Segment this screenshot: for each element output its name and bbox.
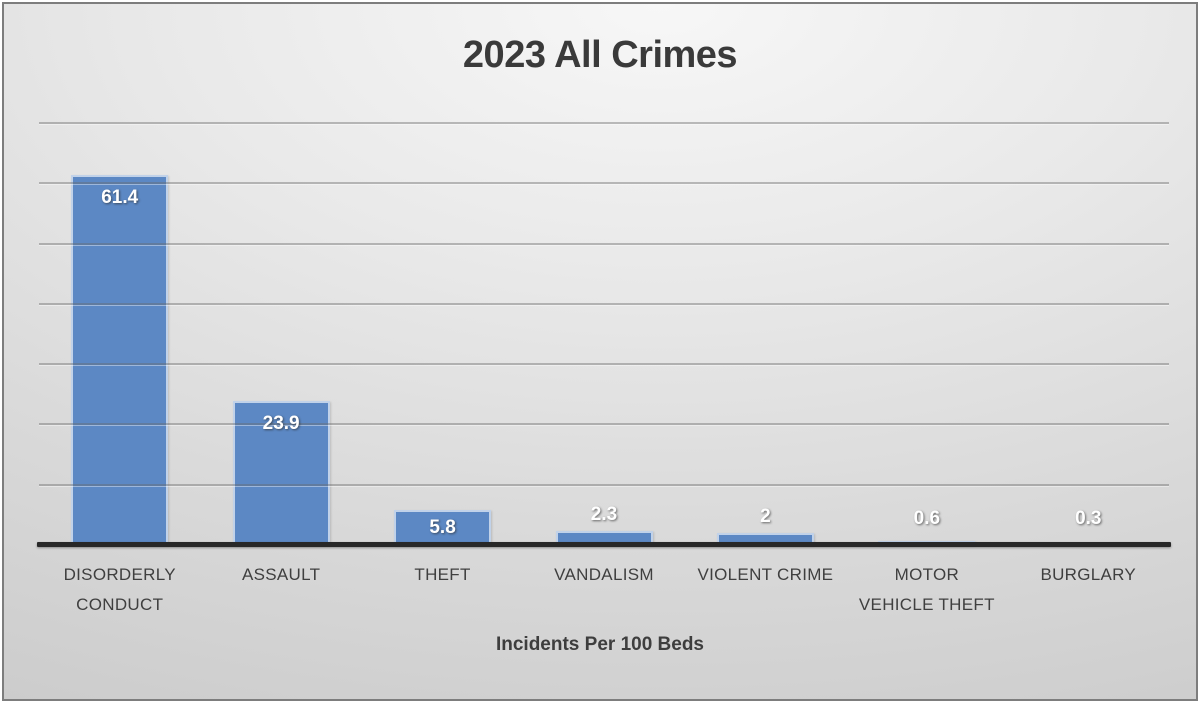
- plot-area: 61.4 23.9 5.8 2.3 2 0.6 0.3: [39, 122, 1169, 545]
- bar: [232, 400, 330, 545]
- gridline: [39, 483, 1169, 486]
- gridline: [39, 363, 1169, 366]
- x-tick-label: THEFT: [414, 565, 471, 584]
- x-tick-label: BURGLARY: [1040, 565, 1137, 584]
- gridline: [39, 242, 1169, 245]
- bar-value-label: 0.3: [1075, 508, 1102, 529]
- bar: [555, 531, 653, 545]
- bar-value-label: 5.8: [429, 516, 456, 538]
- x-axis-line: [37, 542, 1171, 547]
- x-tick-label: VIOLENT CRIME: [697, 565, 834, 584]
- x-tick-label: DISORDERLY CONDUCT: [63, 565, 176, 614]
- gridline: [39, 423, 1169, 426]
- bar-value-label: 61.4: [101, 186, 139, 208]
- chart-title: 2023 All Crimes: [462, 34, 738, 76]
- x-tick-label: MOTOR VEHICLE THEFT: [858, 565, 995, 614]
- bar: [716, 532, 814, 545]
- bar: [394, 510, 492, 545]
- gridline: [39, 182, 1169, 185]
- bar: [71, 174, 169, 545]
- bar-value-label: 0.6: [913, 508, 941, 529]
- bar-value-label: 23.9: [262, 412, 300, 434]
- x-tick-label: ASSAULT: [241, 565, 321, 584]
- x-axis-title: Incidents Per 100 Beds: [495, 634, 705, 655]
- x-tick-label: VANDALISM: [554, 565, 654, 584]
- bar-value-label: 2.3: [590, 504, 618, 526]
- gridline: [39, 302, 1169, 305]
- bar-value-label: 2: [760, 505, 771, 527]
- gridline: [39, 122, 1169, 124]
